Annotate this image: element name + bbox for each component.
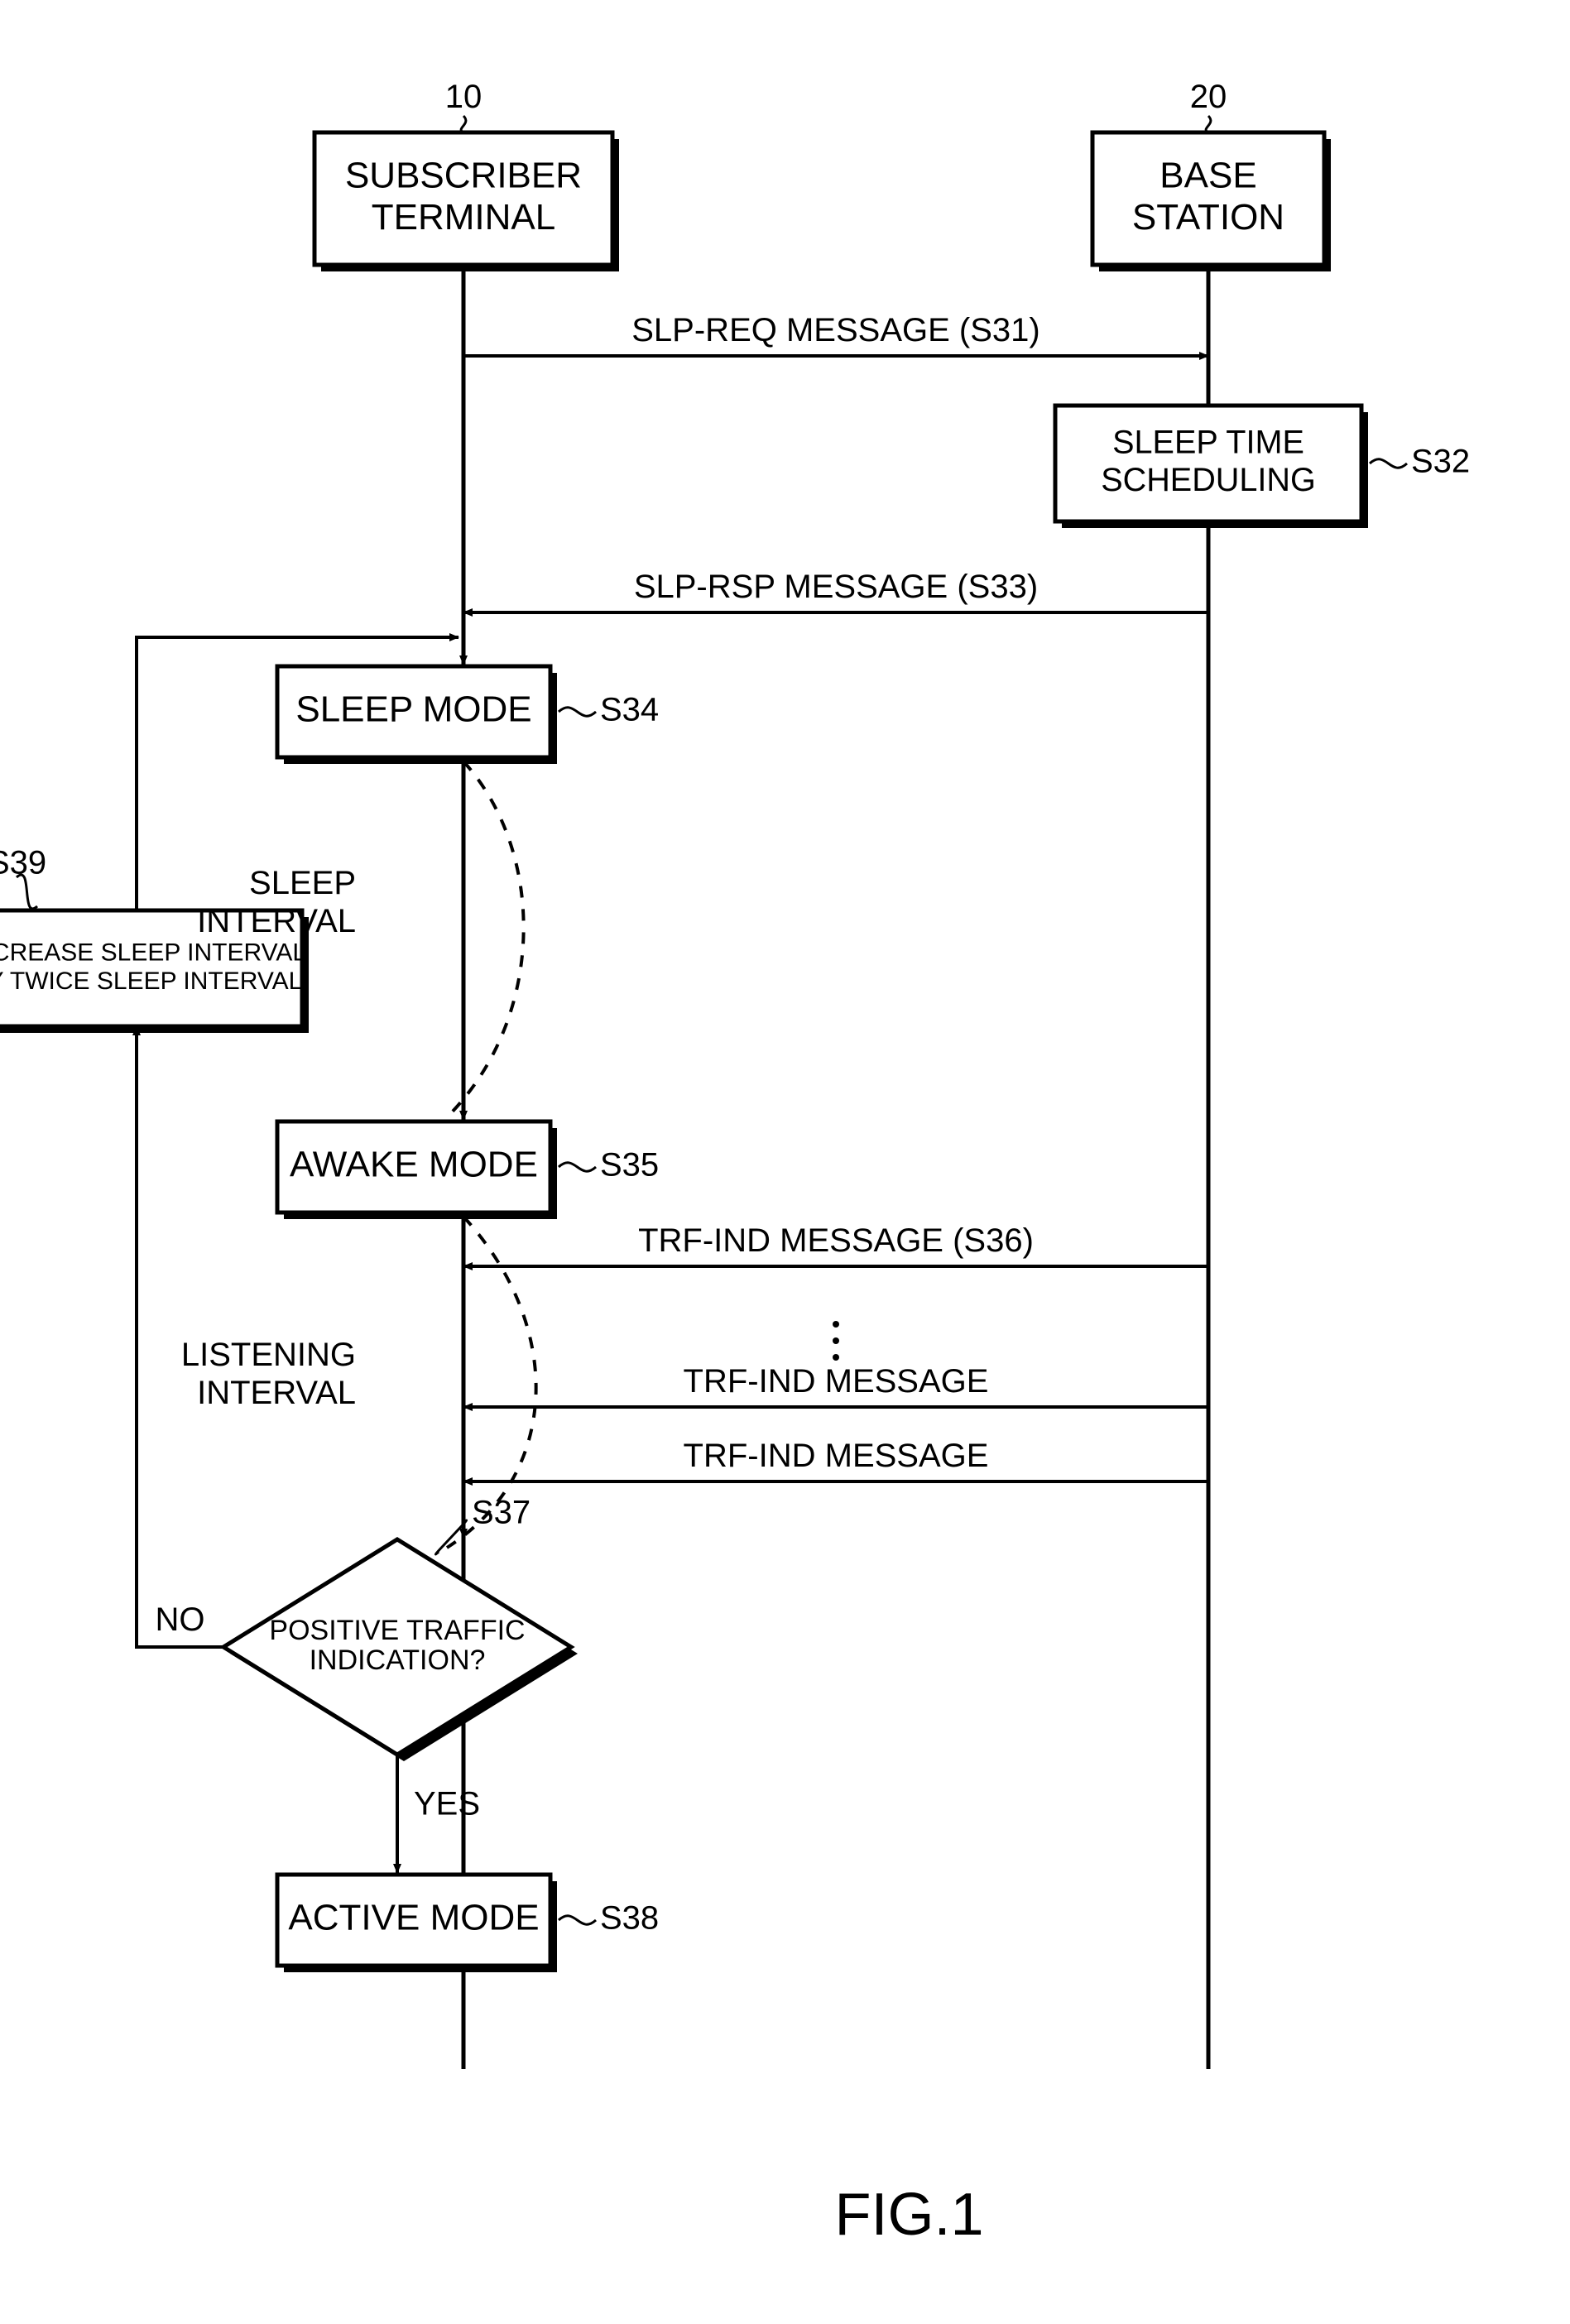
label-connector [559, 708, 596, 716]
terminal-box-label: SUBSCRIBER [345, 155, 582, 195]
increase-interval-label: BY TWICE SLEEP INTERVAL [0, 968, 302, 995]
sleep-mode-label: SLEEP MODE [295, 689, 531, 730]
msg-S33-text: SLP-RSP MESSAGE (S33) [634, 569, 1038, 605]
active-mode-step: S38 [600, 1900, 659, 1937]
msg-S36-text: TRF-IND MESSAGE (S36) [638, 1222, 1034, 1259]
increase-interval-label: INCREASE SLEEP INTERVAL [0, 939, 306, 967]
label-connector [559, 1163, 596, 1171]
msg-S36b-text: TRF-IND MESSAGE [684, 1363, 989, 1400]
base-box-label: BASE [1159, 155, 1256, 195]
figure-label: FIG.1 [834, 2182, 983, 2248]
decision-text: POSITIVE TRAFFIC [269, 1615, 525, 1646]
msg-ellipsis [833, 1321, 839, 1328]
terminal-box-label: TERMINAL [372, 197, 555, 238]
interval-arc-0 [447, 761, 524, 1117]
sleep-scheduling-label: SCHEDULING [1101, 462, 1316, 498]
sleep-scheduling-label: SLEEP TIME [1112, 425, 1304, 461]
decision-no-label: NO [156, 1601, 205, 1638]
listening-interval-label: INTERVAL [197, 1375, 356, 1411]
label-connector [1370, 459, 1407, 468]
sleep-scheduling-step: S32 [1411, 444, 1470, 480]
msg-S36c-text: TRF-IND MESSAGE [684, 1438, 989, 1474]
terminal-id: 10 [445, 79, 483, 115]
sleep-interval-label: INTERVAL [197, 903, 356, 939]
msg-S31-text: SLP-REQ MESSAGE (S31) [631, 312, 1039, 348]
msg-ellipsis [833, 1337, 839, 1344]
listening-interval-label: LISTENING [181, 1337, 356, 1373]
base-id-connector [1206, 116, 1211, 132]
terminal-id-connector [461, 116, 466, 132]
base-id: 20 [1190, 79, 1227, 115]
decision-yes-label: YES [414, 1786, 480, 1822]
awake-mode-step: S35 [600, 1147, 659, 1184]
awake-mode-label: AWAKE MODE [290, 1145, 538, 1185]
msg-ellipsis [833, 1354, 839, 1361]
base-box-label: STATION [1132, 197, 1284, 238]
decision-text: INDICATION? [310, 1645, 486, 1676]
sleep-mode-step: S34 [600, 692, 659, 728]
sleep-interval-label: SLEEP [249, 865, 356, 901]
label-connector [559, 1916, 596, 1924]
active-mode-label: ACTIVE MODE [288, 1898, 539, 1938]
